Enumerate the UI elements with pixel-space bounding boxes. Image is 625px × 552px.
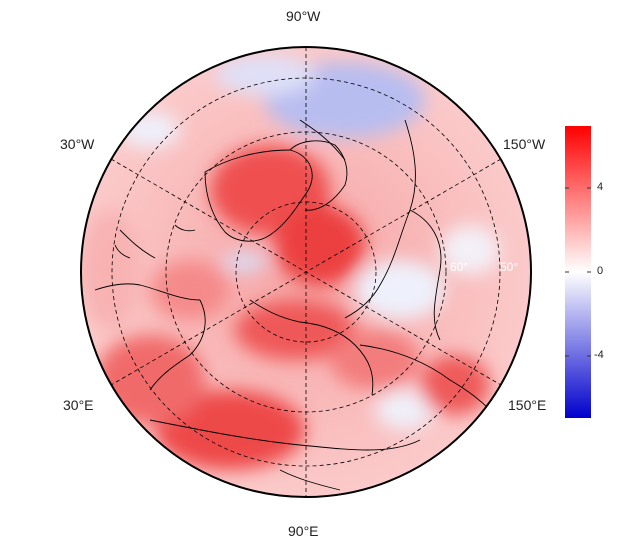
lon-label-lower-right: 150°E (508, 397, 547, 413)
colorbar-tick-label-neg4: -4 (594, 349, 604, 361)
lon-label-upper-right: 150°W (503, 136, 546, 152)
colorbar-ticks (565, 187, 591, 357)
lat-label-50: 50° (500, 260, 519, 274)
colorbar (565, 126, 591, 418)
lon-label-bottom: 90°E (288, 523, 319, 539)
lat-label-60: 60° (450, 260, 469, 274)
graticule (110, 47, 502, 497)
lon-label-top: 90°W (286, 8, 321, 24)
colorbar-tick-label-0: 0 (597, 265, 604, 277)
anomaly-field (81, 47, 531, 497)
colorbar-tick-label-4: 4 (597, 181, 604, 193)
map-border (80, 46, 532, 498)
coastlines (94, 119, 491, 491)
lon-label-lower-left: 30°E (63, 397, 94, 413)
lon-label-upper-left: 30°W (60, 136, 95, 152)
